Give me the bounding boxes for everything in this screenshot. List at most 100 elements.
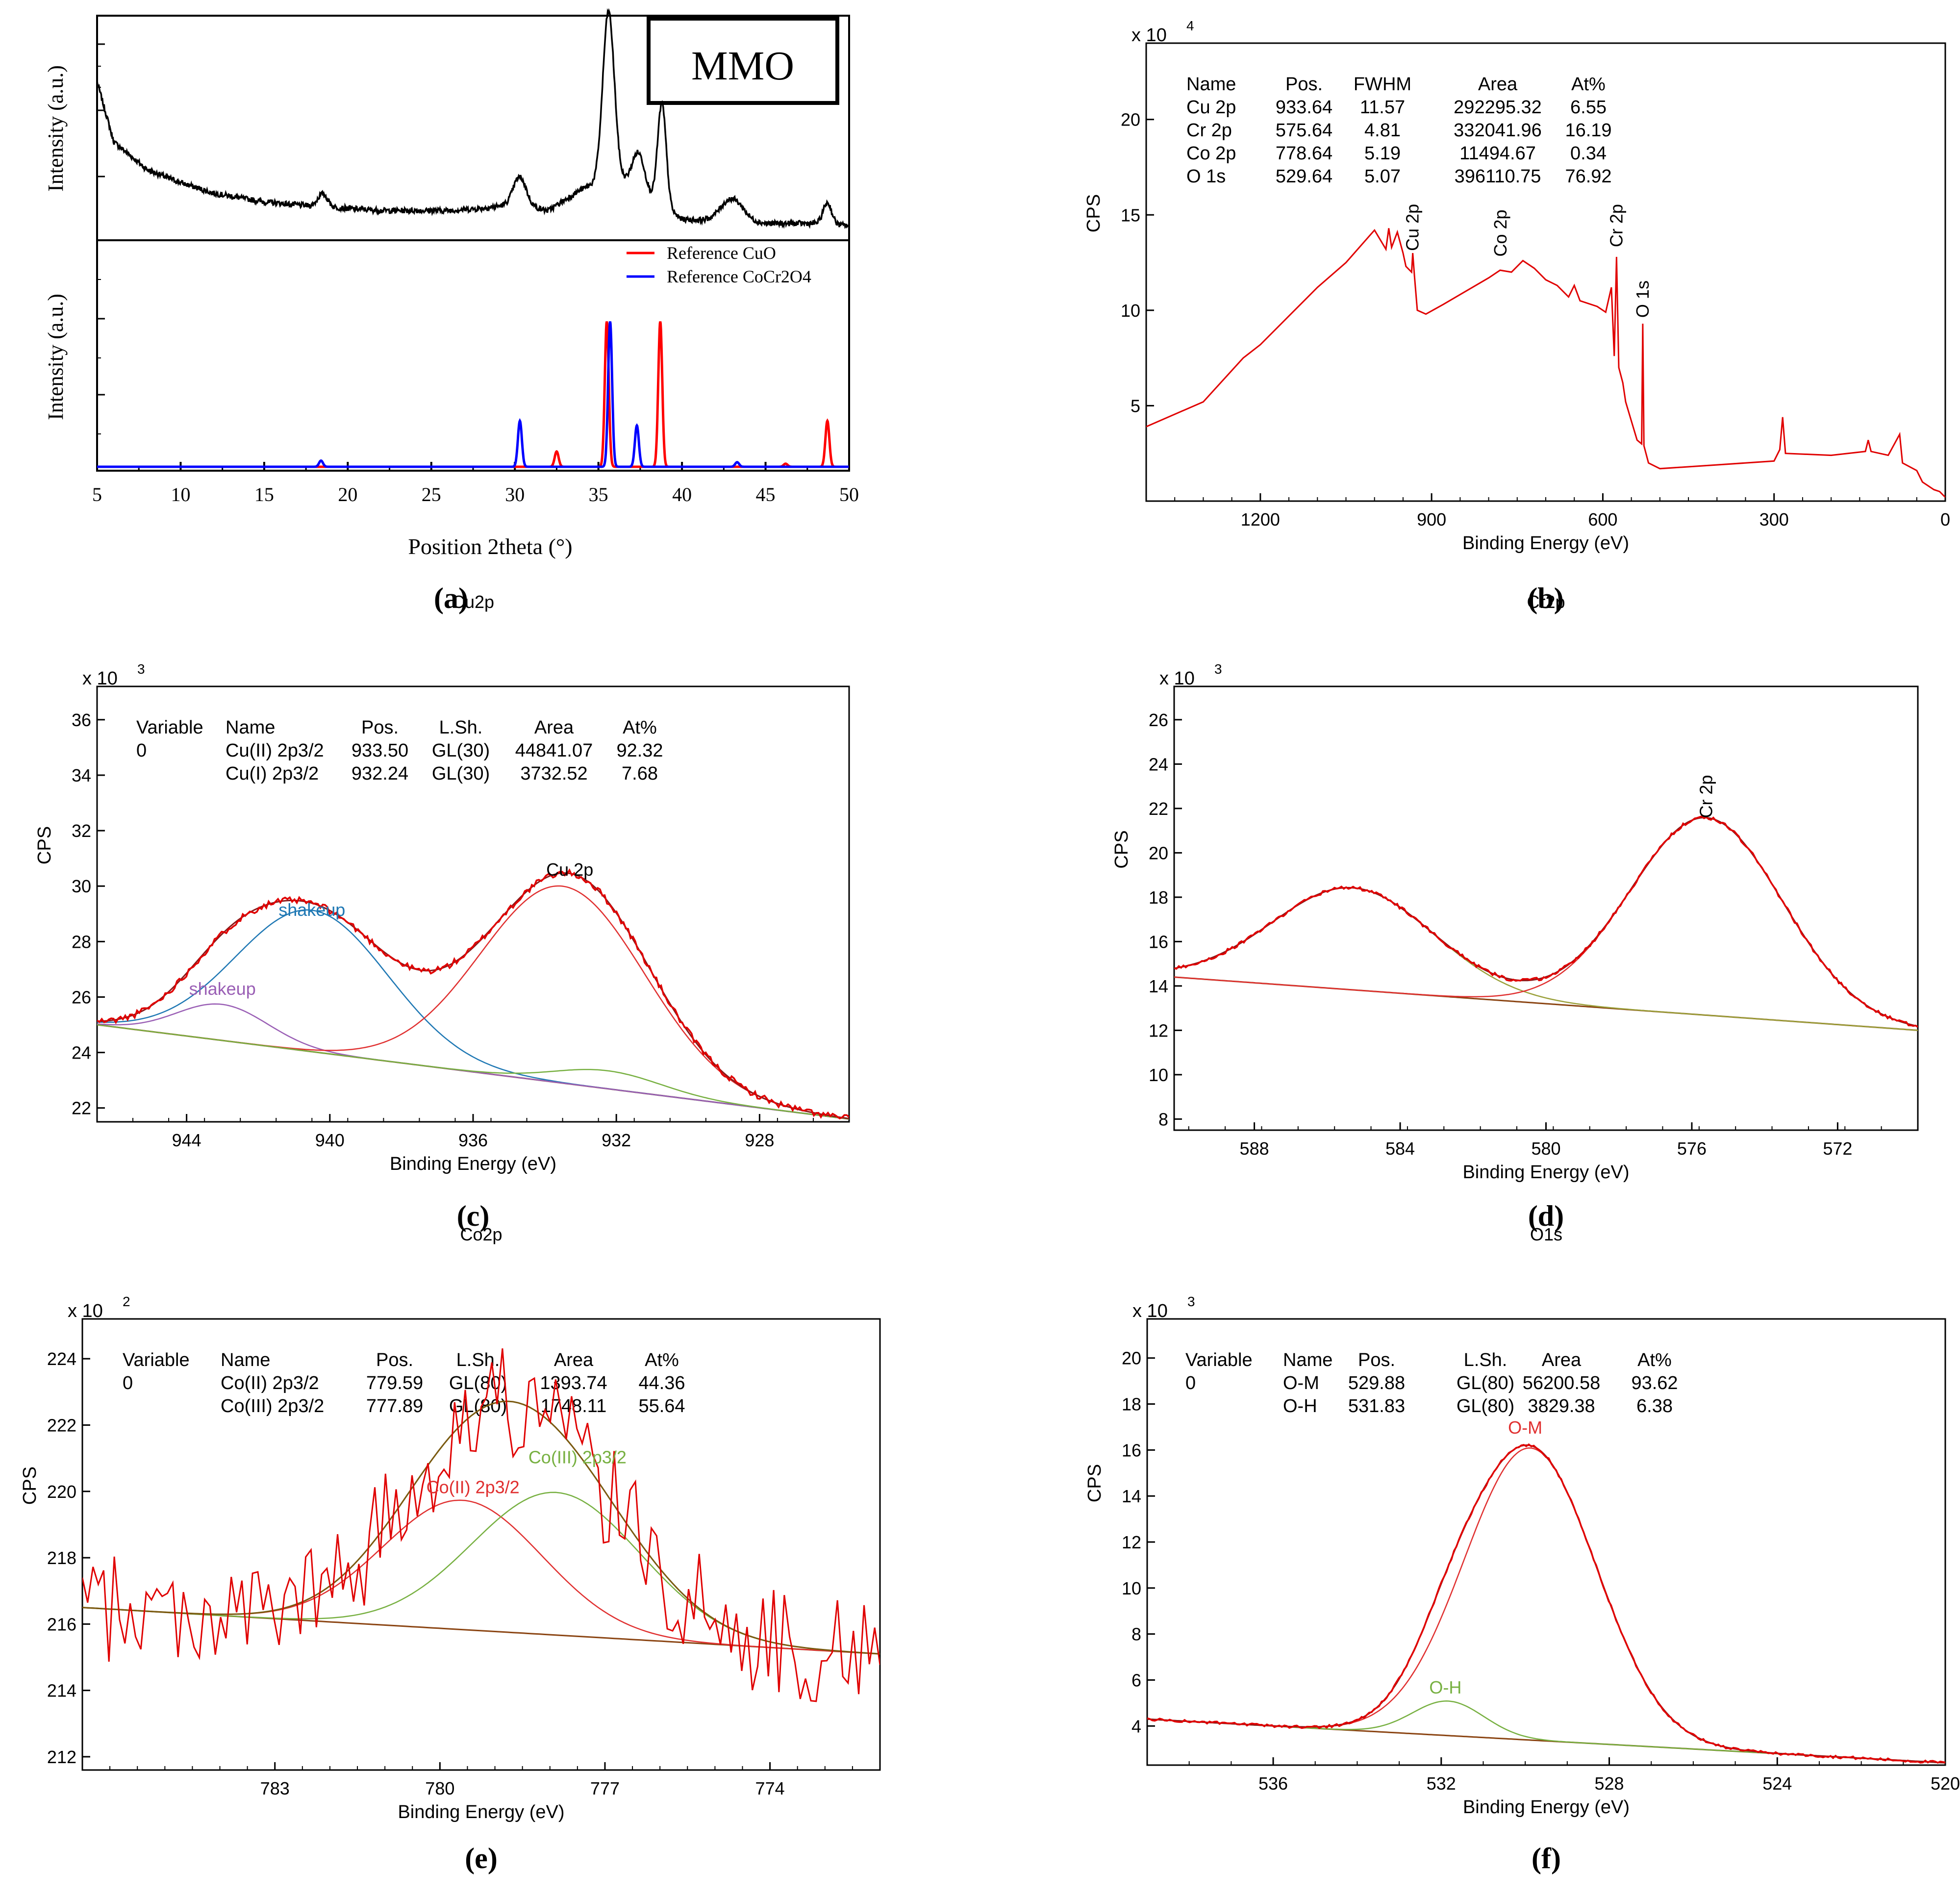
x-axis-label-a: Position 2theta (°) <box>408 534 572 559</box>
x-tick-label-a: 45 <box>756 483 776 506</box>
y-tick-label-f: 14 <box>1122 1486 1141 1506</box>
annotation-e: Co(II) 2p3/2 <box>427 1477 520 1497</box>
raw-data-e <box>82 1348 880 1702</box>
annotation-c: Cu 2p <box>546 860 593 880</box>
y-tick-label-c: 26 <box>72 987 91 1007</box>
x-tick-label-e: 783 <box>260 1778 290 1798</box>
y-tick-label-b: 20 <box>1121 110 1140 130</box>
y-tick-label-b: 15 <box>1121 205 1140 225</box>
x-tick-label-c: 944 <box>172 1130 201 1150</box>
series-reference-cuo <box>97 321 849 468</box>
panel-label-f: (f) <box>1532 1842 1561 1874</box>
x-tick-label-f: 532 <box>1427 1773 1456 1794</box>
table-cell-e: 779.59 <box>366 1373 423 1393</box>
table-cell-b: 529.64 <box>1276 166 1332 187</box>
x-tick-label-e: 774 <box>755 1778 785 1798</box>
plot-area-d <box>1174 815 1918 1031</box>
table-cell-f: O-H <box>1283 1396 1317 1416</box>
table-header-e: Variable <box>123 1350 190 1370</box>
panel-b: x 10 4 5 10 15 20 1200 900 600 300 0 Binding Energy… <box>1083 18 1950 614</box>
x-tick-label-c: 928 <box>745 1130 774 1150</box>
table-cell-e: 44.36 <box>638 1373 685 1393</box>
table-header-f: Area <box>1542 1350 1582 1370</box>
table-header-e: Pos. <box>376 1350 413 1370</box>
raw-data-c <box>97 868 849 1120</box>
table-cell-b: Cu 2p <box>1186 97 1236 118</box>
x-tick-label-c: 940 <box>315 1130 345 1150</box>
y-multiplier-b: x 10 <box>1131 25 1167 46</box>
table-cell-c: 0 <box>136 740 147 761</box>
y-tick-label-d: 22 <box>1149 799 1168 819</box>
chart-title-d: Cr2p <box>1527 592 1565 612</box>
y-exponent-d: 3 <box>1214 661 1222 677</box>
table-cell-b: 0.34 <box>1570 143 1607 164</box>
table-header-e: Name <box>221 1350 270 1370</box>
panel-a: 5 10 15 20 25 30 35 40 45 50 Position 2theta (°) In… <box>44 8 859 614</box>
x-axis-label-d: Binding Energy (eV) <box>1462 1162 1629 1183</box>
y-tick-label-f: 4 <box>1131 1716 1141 1736</box>
table-cell-f: 93.62 <box>1631 1373 1678 1393</box>
y-tick-label-d: 16 <box>1149 932 1168 952</box>
mmo-label: MMO <box>691 43 794 89</box>
table-cell-c: GL(30) <box>432 740 490 761</box>
raw-data-d <box>1174 815 1918 1028</box>
table-cell-c: 932.24 <box>352 763 408 784</box>
y-multiplier-f: x 10 <box>1132 1301 1168 1321</box>
table-cell-f: 56200.58 <box>1523 1373 1601 1393</box>
x-tick-label-a: 30 <box>505 483 525 506</box>
y-tick-label-f: 20 <box>1122 1348 1141 1368</box>
y-tick-label-e: 214 <box>47 1681 76 1701</box>
y-tick-label-c: 28 <box>72 932 91 952</box>
annotation-f: O-M <box>1508 1417 1542 1438</box>
table-cell-c: 933.50 <box>352 740 408 761</box>
x-tick-label-b: 600 <box>1588 509 1617 530</box>
table-header-b: Name <box>1186 74 1236 95</box>
table-header-e: At% <box>645 1350 679 1370</box>
x-tick-label-d: 584 <box>1385 1138 1415 1159</box>
chart-title-f: O1s <box>1530 1224 1562 1244</box>
y-tick-label-d: 8 <box>1158 1109 1168 1129</box>
x-tick-label-b: 1200 <box>1241 509 1280 530</box>
x-tick-label-d: 588 <box>1240 1138 1269 1159</box>
y-tick-label-c: 36 <box>72 710 91 730</box>
annotation-d: Cr 2p <box>1696 775 1716 818</box>
y-multiplier-c: x 10 <box>82 668 118 689</box>
panel-label-c: (c) <box>457 1200 490 1232</box>
table-cell-b: 6.55 <box>1570 97 1607 118</box>
y-tick-label-b: 5 <box>1131 396 1140 416</box>
table-cell-f: GL(80) <box>1457 1373 1514 1393</box>
plot-frame-c <box>96 685 850 1123</box>
plot-area-c <box>97 868 849 1120</box>
y-tick-label-e: 218 <box>47 1548 76 1568</box>
x-axis-label-b: Binding Energy (eV) <box>1462 533 1629 554</box>
x-tick-label-a: 50 <box>839 483 859 506</box>
table-cell-f: 531.83 <box>1348 1396 1405 1416</box>
chart-title-e: Co2p <box>460 1224 502 1244</box>
legend-entry: Reference CuO <box>667 243 776 263</box>
table-cell-b: 933.64 <box>1276 97 1332 118</box>
y-tick-label-c: 32 <box>72 821 91 841</box>
annotation-b: Cu 2p <box>1403 204 1423 251</box>
y-tick-label-e: 222 <box>47 1415 76 1435</box>
y-tick-label-f: 10 <box>1122 1578 1141 1598</box>
plot-frame-d <box>1173 685 1919 1131</box>
y-axis-label-f: CPS <box>1084 1464 1105 1502</box>
chart-title-c: Cu2p <box>452 592 494 612</box>
x-tick-label-d: 576 <box>1677 1138 1707 1159</box>
x-tick-label-a: 15 <box>254 483 274 506</box>
panel-label-d: (d) <box>1528 1200 1564 1232</box>
y-exponent-c: 3 <box>137 661 145 677</box>
x-tick-label-e: 777 <box>590 1778 620 1798</box>
table-cell-c: Cu(II) 2p3/2 <box>226 740 324 761</box>
y-tick-label-c: 30 <box>72 876 91 896</box>
y-axis-label-d: CPS <box>1111 830 1132 868</box>
x-tick-label-f: 536 <box>1258 1773 1288 1794</box>
table-cell-b: 5.19 <box>1364 143 1401 164</box>
x-tick-label-e: 780 <box>425 1778 454 1798</box>
panel-c: Cu2p x 10 3 22 24 26 28 30 32 34 36 944 940 936 932 928… <box>34 592 850 1232</box>
x-tick-label-a: 5 <box>92 483 102 506</box>
table-header-f: Pos. <box>1358 1350 1395 1370</box>
table-header-c: L.Sh. <box>439 717 483 738</box>
annotation-e: Co(III) 2p3/2 <box>528 1447 627 1467</box>
table-cell-b: 778.64 <box>1276 143 1332 164</box>
